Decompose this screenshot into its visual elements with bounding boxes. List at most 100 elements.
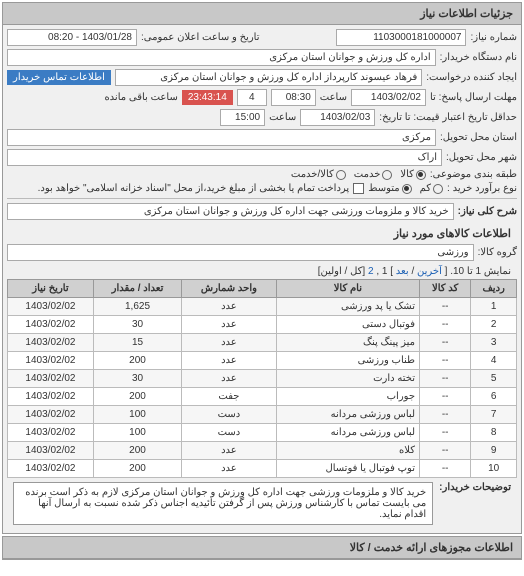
cell-qty: 200: [93, 460, 181, 478]
cell-code: --: [420, 334, 471, 352]
col-date: تاریخ نیاز: [8, 280, 94, 298]
countdown-suffix: ساعت باقی مانده: [104, 92, 177, 103]
cell-qty: 30: [93, 370, 181, 388]
buyer-value: اداره کل ورزش و جوانان استان مرکزی: [7, 49, 436, 66]
table-row: 9--کلاهعدد2001403/02/02: [8, 442, 517, 460]
table-row: 6--جورابجفت2001403/02/02: [8, 388, 517, 406]
col-qty: تعداد / مقدار: [93, 280, 181, 298]
cell-date: 1403/02/02: [8, 334, 94, 352]
cell-date: 1403/02/02: [8, 406, 94, 424]
cell-date: 1403/02/02: [8, 424, 94, 442]
deliver-city: اراک: [7, 149, 442, 166]
requester-value: فرهاد عیسوند کارپرداز اداره کل ورزش و جو…: [115, 69, 422, 86]
cell-qty: 200: [93, 388, 181, 406]
cell-date: 1403/02/02: [8, 298, 94, 316]
cell-code: --: [420, 424, 471, 442]
cell-n: 10: [471, 460, 517, 478]
cell-date: 1403/02/02: [8, 352, 94, 370]
contact-buyer-button[interactable]: اطلاعات تماس خریدار: [7, 70, 111, 85]
cell-date: 1403/02/02: [8, 460, 94, 478]
deadline-label: مهلت ارسال پاسخ: تا: [430, 92, 517, 103]
radio-goods[interactable]: کالا: [400, 169, 426, 180]
cell-unit: عدد: [182, 316, 277, 334]
cell-unit: عدد: [182, 442, 277, 460]
cell-name: تخته دارت: [276, 370, 419, 388]
radio-mid[interactable]: متوسط: [368, 183, 411, 194]
cell-unit: دست: [182, 424, 277, 442]
goods-section-title: اطلاعات کالاهای مورد نیاز: [7, 223, 517, 244]
cell-unit: عدد: [182, 298, 277, 316]
cell-date: 1403/02/02: [8, 370, 94, 388]
cell-code: --: [420, 388, 471, 406]
col-row: ردیف: [471, 280, 517, 298]
table-row: 7--لباس ورزشی مردانهدست1001403/02/02: [8, 406, 517, 424]
table-row: 4--طناب ورزشیعدد2001403/02/02: [8, 352, 517, 370]
final-text: خرید کالا و ملزومات ورزشی جهت اداره کل و…: [13, 482, 433, 525]
cell-code: --: [420, 298, 471, 316]
countdown-days: 4: [237, 89, 267, 106]
cell-unit: عدد: [182, 352, 277, 370]
pay-radio-group: کم متوسط: [368, 183, 443, 194]
class-label: طبقه بندی موضوعی:: [430, 169, 517, 180]
panel-title: جزئیات اطلاعات نیاز: [3, 3, 521, 25]
cell-n: 5: [471, 370, 517, 388]
cell-name: لباس ورزشی مردانه: [276, 406, 419, 424]
cell-name: جوراب: [276, 388, 419, 406]
cell-n: 8: [471, 424, 517, 442]
radio-dot-icon: [433, 184, 443, 194]
cell-qty: 100: [93, 406, 181, 424]
cell-n: 6: [471, 388, 517, 406]
cell-unit: عدد: [182, 370, 277, 388]
cell-qty: 30: [93, 316, 181, 334]
radio-goods-service[interactable]: کالا/خدمت: [291, 169, 346, 180]
cell-name: تشک یا پد ورزشی: [276, 298, 419, 316]
goods-table: ردیف کد کالا نام کالا واحد شمارش تعداد /…: [7, 279, 517, 478]
deliver-city-label: شهر محل تحویل:: [446, 152, 517, 163]
cell-name: فوتبال دستی: [276, 316, 419, 334]
pager-page2-link[interactable]: 2: [368, 266, 374, 277]
radio-dot-icon: [336, 170, 346, 180]
cell-qty: 100: [93, 424, 181, 442]
table-row: 1--تشک یا پد ورزشیعدد1,6251403/02/02: [8, 298, 517, 316]
valid-date: 1403/02/03: [300, 109, 375, 126]
cell-qty: 15: [93, 334, 181, 352]
footer-title: اطلاعات مجوزهای ارائه خدمت / کالا: [3, 537, 521, 559]
table-row: 10--توپ فوتبال یا فوتسالعدد2001403/02/02: [8, 460, 517, 478]
cell-n: 9: [471, 442, 517, 460]
footer-panel: اطلاعات مجوزهای ارائه خدمت / کالا: [2, 536, 522, 560]
deadline-time: 08:30: [271, 89, 316, 106]
buyer-label: نام دستگاه خریدار:: [440, 52, 517, 63]
goods-group-label: گروه کالا:: [478, 247, 517, 258]
pager-next-link[interactable]: بعد: [396, 266, 409, 277]
deliver-prov: مرکزی: [7, 129, 436, 146]
countdown-time: 23:43:14: [182, 90, 233, 105]
cell-code: --: [420, 442, 471, 460]
pay-label: نوع برآورد خرید :: [447, 183, 517, 194]
subject-value: خرید کالا و ملزومات ورزشی جهت اداره کل و…: [7, 203, 454, 220]
cell-n: 4: [471, 352, 517, 370]
radio-low[interactable]: کم: [420, 183, 443, 194]
cell-code: --: [420, 406, 471, 424]
pager: نمایش 1 تا 10. [ آخرین / بعد ] 1 , 2 [کل…: [7, 264, 517, 279]
radio-dot-icon: [382, 170, 392, 180]
cell-code: --: [420, 460, 471, 478]
deadline-date: 1403/02/02: [351, 89, 426, 106]
cell-unit: عدد: [182, 334, 277, 352]
cell-date: 1403/02/02: [8, 388, 94, 406]
cell-name: کلاه: [276, 442, 419, 460]
deliver-prov-label: استان محل تحویل:: [440, 132, 517, 143]
pager-last-link[interactable]: آخرین: [417, 266, 442, 277]
subject-label: شرح کلی نیاز:: [458, 206, 517, 217]
cell-n: 3: [471, 334, 517, 352]
cell-n: 1: [471, 298, 517, 316]
cell-n: 7: [471, 406, 517, 424]
radio-dot-icon: [416, 170, 426, 180]
requester-label: ایجاد کننده درخواست:: [426, 72, 517, 83]
req-no-value: 1103000181000007: [336, 29, 466, 46]
radio-service[interactable]: خدمت: [354, 169, 393, 180]
final-label: توضیحات خریدار:: [439, 482, 511, 493]
treasury-checkbox[interactable]: [353, 183, 364, 194]
radio-dot-icon: [402, 184, 412, 194]
cell-unit: عدد: [182, 460, 277, 478]
valid-time: 15:00: [220, 109, 265, 126]
